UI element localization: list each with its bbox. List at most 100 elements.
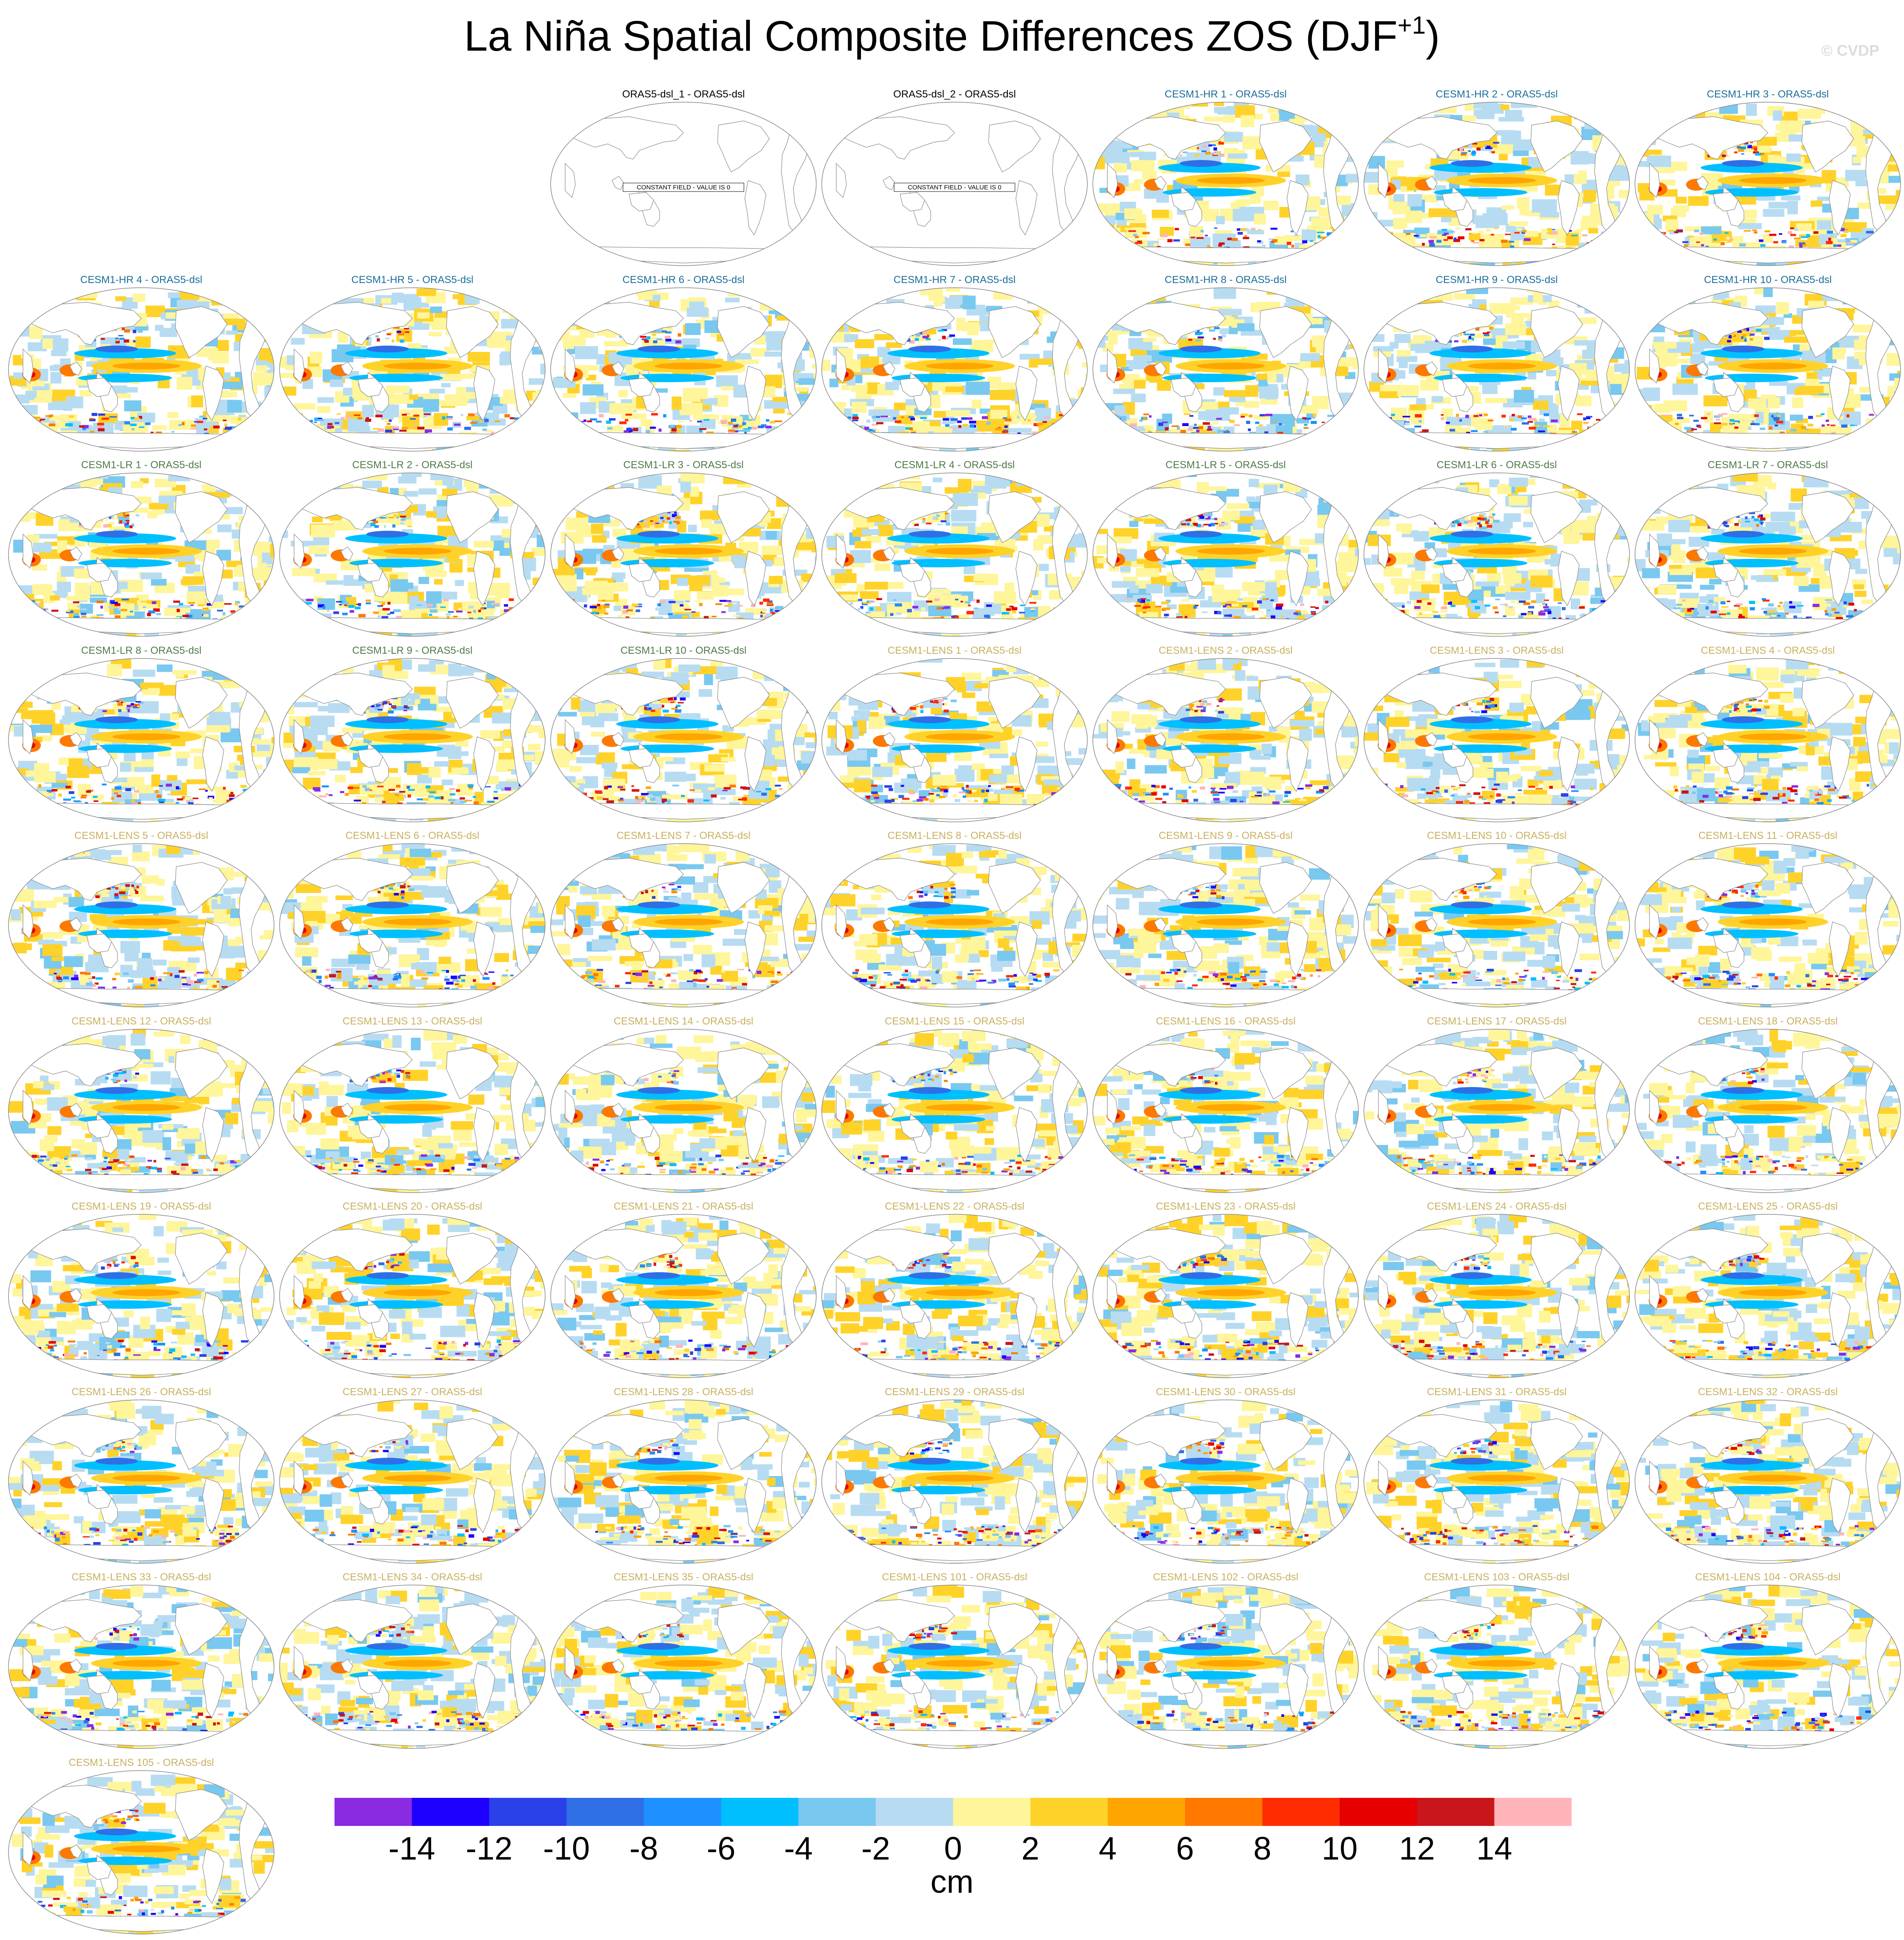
field-cell [486,418,506,426]
southern-ocean-cell [523,422,527,424]
field-cell [266,402,277,415]
field-cell [1899,450,1903,455]
southern-ocean-cell [448,611,454,613]
field-cell [485,637,497,641]
southern-ocean-cell [199,415,205,418]
field-cell [1601,268,1612,270]
field-cell [598,448,615,453]
field-cell [1068,300,1081,305]
map-svg [277,285,548,455]
field-cell [1614,363,1625,372]
southern-ocean-cell [910,418,915,420]
field-cell [966,381,990,395]
southern-ocean-cell [356,604,359,605]
southern-ocean-cell [265,426,272,428]
southern-ocean-cell [574,429,580,432]
field-cell [1420,380,1438,390]
field-cell [1340,412,1360,419]
southern-ocean-cell [354,414,360,415]
kuroshio-cell [1750,336,1755,338]
field-cell [152,425,167,430]
southern-ocean-cell [276,426,277,429]
field-cell [1578,243,1591,252]
southern-ocean-cell [1790,234,1796,236]
field-cell [742,444,765,453]
field-cell [777,315,795,320]
southern-ocean-cell [1419,420,1422,423]
southern-ocean-cell [1378,241,1382,244]
field-cell [1896,326,1904,331]
field-cell [1352,444,1361,455]
southern-ocean-cell [1007,416,1011,418]
southern-ocean-cell [555,430,562,434]
field-cell [294,403,316,409]
field-cell [1136,450,1153,455]
southern-ocean-cell [1224,413,1229,415]
field-cell [45,442,54,451]
southern-ocean-cell [237,418,241,421]
field-cell [51,445,74,455]
southern-ocean-cell [38,612,41,616]
southern-ocean-cell [73,601,80,604]
southern-ocean-cell [572,428,578,431]
field-cell [1572,250,1584,258]
field-cell [381,298,392,303]
field-cell [1156,100,1171,108]
field-cell [527,600,548,607]
kuroshio-cell [123,512,125,516]
field-cell [29,629,42,637]
southern-ocean-cell [1335,416,1341,419]
southern-ocean-cell [1098,425,1101,426]
north-cool-core [638,346,680,352]
southern-ocean-cell [718,421,721,424]
field-cell [286,429,303,440]
southern-ocean-cell [1483,431,1488,432]
southern-ocean-cell [1501,240,1507,243]
southern-ocean-cell [1884,243,1890,246]
field-cell [1874,428,1886,441]
southern-ocean-cell [1218,244,1222,246]
southern-ocean-cell [1442,229,1447,231]
southern-ocean-cell [1172,425,1179,427]
panel-title: CESM1-LR 1 - ORAS5-dsl [6,459,277,471]
field-cell [1052,293,1064,305]
field-cell [1356,116,1361,125]
field-cell [527,295,536,302]
field-cell [841,384,850,390]
field-cell [241,480,266,492]
field-cell [1029,453,1045,455]
field-cell [1362,285,1377,296]
field-cell [1879,251,1897,265]
field-cell [1084,425,1090,433]
field-cell [14,475,28,483]
field-cell [1091,105,1105,115]
field-cell [1694,263,1718,270]
map-field [548,470,819,641]
southern-ocean-cell [1509,418,1513,421]
field-cell [1325,268,1344,270]
kuroshio-cell [1764,337,1770,340]
field-cell [1288,440,1310,449]
field-cell [967,325,978,335]
north-cool-core [1451,346,1493,352]
field-cell [63,626,81,638]
field-cell [1701,226,1721,235]
field-cell [286,366,294,370]
field-cell [390,579,408,592]
southern-ocean-cell [1446,421,1450,423]
kuroshio-cell [401,518,406,519]
field-cell [686,640,696,641]
field-cell [1645,120,1669,129]
field-cell [423,399,439,412]
field-cell [1029,360,1038,367]
field-cell [1341,109,1351,117]
southern-ocean-cell [122,599,129,601]
southern-ocean-cell [1885,415,1890,417]
field-cell [1302,229,1316,241]
continent-outline [1103,247,1348,263]
southern-ocean-cell [333,612,339,614]
field-cell [638,294,653,300]
southern-ocean-cell [1730,423,1732,425]
southern-ocean-cell [1317,232,1324,234]
field-cell [1502,205,1514,210]
